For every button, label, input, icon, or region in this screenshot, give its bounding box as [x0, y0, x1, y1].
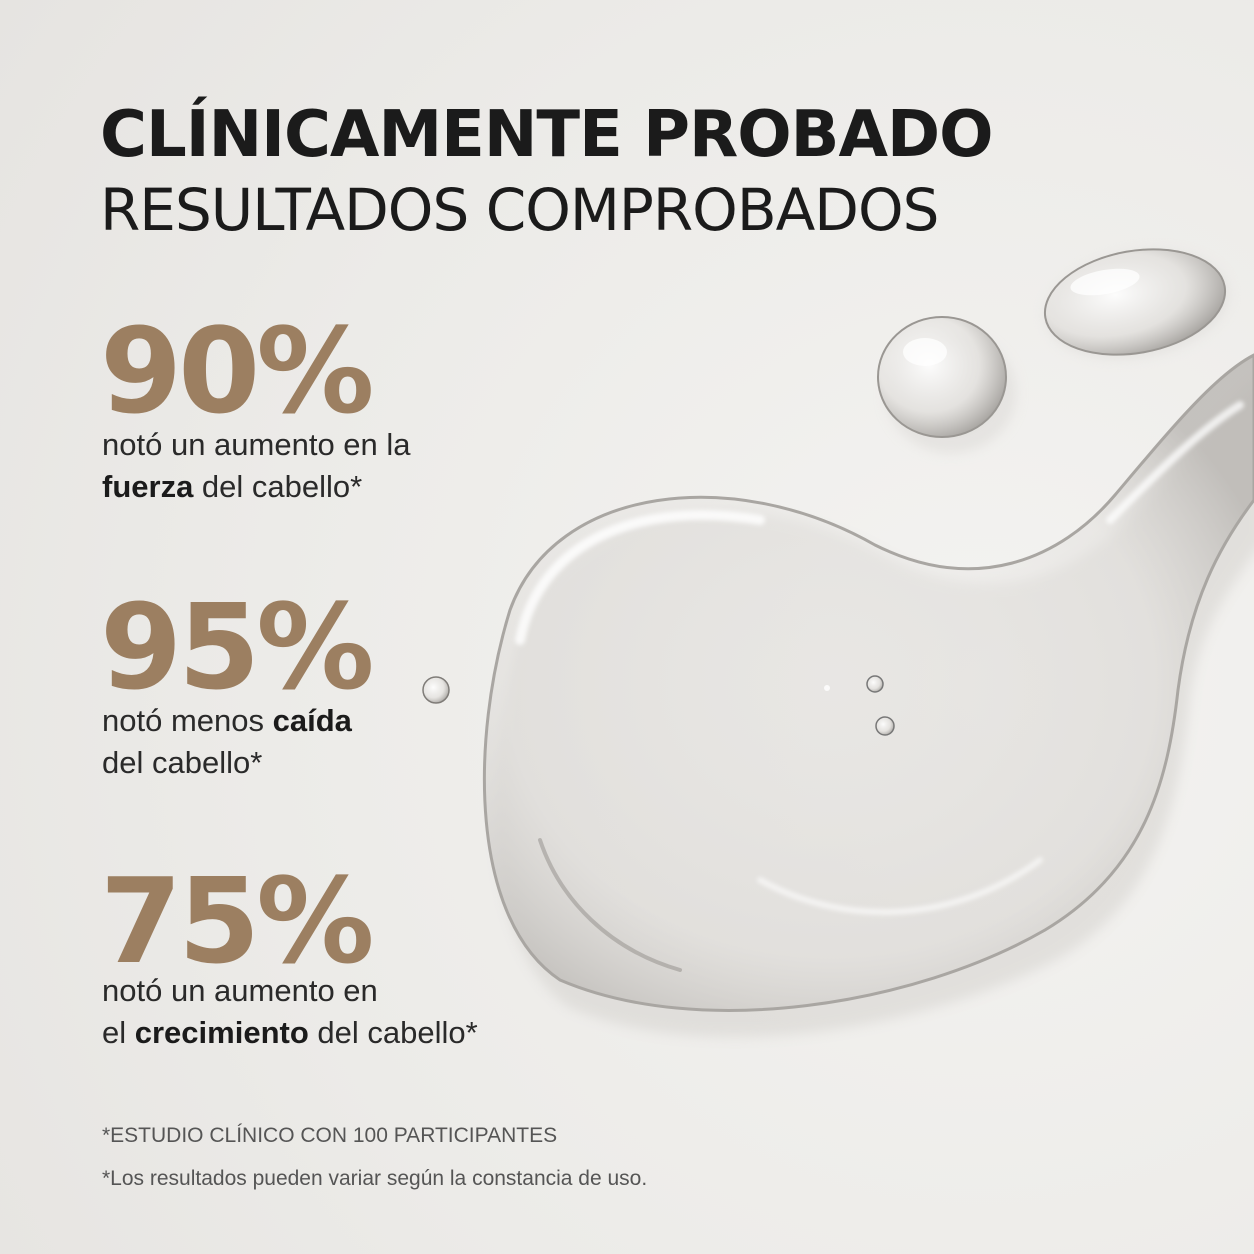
- footnote-disclaimer: *Los resultados pueden variar según la c…: [102, 1167, 648, 1190]
- droplet-highlight: [1070, 268, 1140, 296]
- page-subtitle: RESULTADOS COMPROBADOS: [100, 176, 939, 244]
- stat-keyword: caída: [272, 703, 352, 738]
- stat-line: notó menos caída: [102, 700, 352, 742]
- oval-droplet: [1043, 248, 1227, 356]
- bubble: [866, 675, 884, 693]
- gel-highlight: [515, 510, 765, 645]
- bubble: [875, 716, 895, 736]
- gel-edge: [538, 838, 682, 972]
- stat-line: notó un aumento en: [102, 973, 378, 1008]
- stat-line: el crecimiento del cabello*: [102, 1012, 478, 1054]
- stat-value-hair-loss: 95%: [100, 578, 374, 716]
- bubble: [824, 685, 830, 691]
- gel-highlight: [1106, 401, 1244, 524]
- round-droplet: [877, 316, 1007, 438]
- stat-description-hair-loss: notó menos caída del cabello*: [102, 700, 352, 784]
- footnote-study: *ESTUDIO CLÍNICO CON 100 PARTICIPANTES: [102, 1124, 558, 1147]
- stat-text: del cabello*: [193, 469, 363, 504]
- stat-description-strength: notó un aumento en la fuerza del cabello…: [102, 424, 411, 508]
- stat-keyword: fuerza: [102, 469, 194, 504]
- stat-text: el: [102, 1015, 135, 1050]
- stat-line: fuerza del cabello*: [102, 466, 411, 508]
- stat-keyword: crecimiento: [134, 1015, 309, 1050]
- stat-description-growth: notó un aumento en el crecimiento del ca…: [102, 970, 478, 1054]
- gel-highlight: [757, 857, 1043, 915]
- stat-line: notó un aumento en la: [102, 427, 411, 462]
- stat-value-growth: 75%: [100, 852, 374, 990]
- small-droplet: [422, 676, 450, 704]
- stat-text: del cabello*: [308, 1015, 478, 1050]
- stat-value-strength: 90%: [100, 302, 374, 440]
- stat-text: notó menos: [102, 703, 273, 738]
- droplet-highlight: [903, 338, 947, 366]
- stat-line: del cabello*: [102, 745, 263, 780]
- page-title: CLÍNICAMENTE PROBADO: [100, 98, 993, 172]
